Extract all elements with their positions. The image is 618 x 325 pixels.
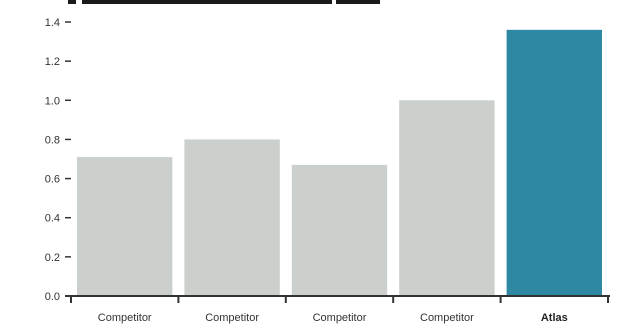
- bar: [399, 100, 495, 297]
- x-category-label: Atlas: [541, 312, 568, 324]
- y-tick-label: 0.6: [45, 174, 60, 186]
- x-axis-labels: Competitor Competitor Competitor Competitor…: [98, 312, 568, 324]
- bar: [184, 139, 280, 296]
- x-category-label: Competitor: [420, 312, 474, 324]
- bar: [291, 164, 388, 296]
- x-category-label: Competitor: [313, 312, 367, 324]
- y-tick-label: 1.0: [45, 95, 60, 107]
- x-category-label: Competitor: [205, 312, 259, 324]
- y-tick-label: 0.0: [45, 291, 60, 303]
- x-category-label: Competitor: [98, 312, 152, 324]
- y-tick-label: 0.8: [45, 134, 60, 146]
- y-tick-label: 1.2: [45, 56, 60, 68]
- x-axis: [65, 295, 610, 303]
- bar-highlight: [506, 29, 602, 296]
- y-axis-ticks: 0.0 0.2 0.4 0.6 0.8 1.0 1.2 1.4: [45, 17, 71, 303]
- cropped-title-fragment: [68, 0, 380, 4]
- y-tick-label: 0.4: [45, 213, 60, 225]
- bars: [77, 29, 602, 297]
- y-tick-label: 0.2: [45, 252, 60, 264]
- y-tick-label: 1.4: [45, 17, 60, 29]
- bar: [77, 157, 173, 296]
